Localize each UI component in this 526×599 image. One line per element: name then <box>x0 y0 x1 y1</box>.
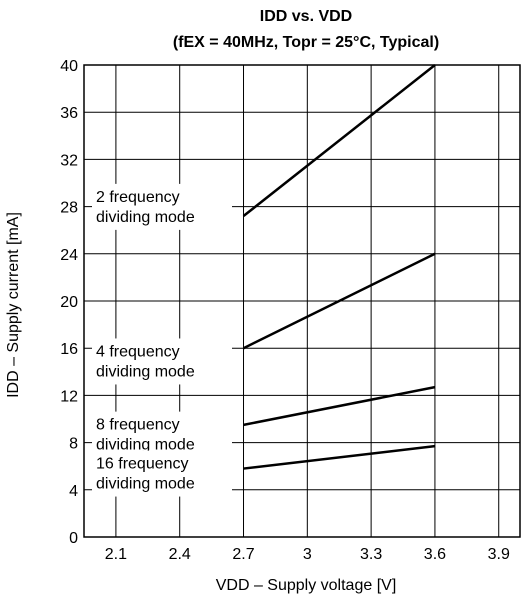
series-label-line: 4 frequency <box>96 343 180 360</box>
series-label-line: dividing mode <box>96 437 195 454</box>
series-lines <box>242 64 436 470</box>
series-label-3: 8 frequency dividing mode <box>92 411 232 458</box>
series-labels: 2 frequency dividing mode 4 frequency divid… <box>92 183 232 497</box>
x-tick-label: 2.4 <box>169 546 191 563</box>
series-label-background <box>92 183 232 230</box>
x-axis-label: VDD – Supply voltage [V] <box>216 577 397 594</box>
y-tick-label: 36 <box>60 105 78 122</box>
plot-frame <box>83 64 521 538</box>
x-tick-label: 3 <box>303 546 312 563</box>
y-tick-label: 16 <box>60 341 78 358</box>
series-label-background <box>92 450 232 497</box>
series-label-line: dividing mode <box>96 476 195 493</box>
x-tick-label: 3.3 <box>360 546 382 563</box>
y-tick-label: 0 <box>69 530 78 547</box>
y-tick-label: 24 <box>60 247 78 264</box>
series-line-1 <box>242 64 436 218</box>
series-label-line: 2 frequency <box>96 189 180 206</box>
y-tick-label: 4 <box>69 483 78 500</box>
x-tick-label: 3.6 <box>424 546 446 563</box>
series-label-line: 16 frequency <box>96 456 189 473</box>
x-tick-label: 2.1 <box>105 546 127 563</box>
y-tick-label: 40 <box>60 58 78 75</box>
y-axis-label: IDD – Supply current [mA] <box>5 212 22 398</box>
series-line-2 <box>242 252 436 350</box>
y-tick-label: 12 <box>60 388 78 405</box>
series-label-2: 4 frequency dividing mode <box>92 338 232 385</box>
series-label-line: 8 frequency <box>96 417 180 434</box>
series-label-background <box>92 411 232 458</box>
chart-subtitle: (fEX = 40MHz, Topr = 25°C, Typical) <box>173 34 439 51</box>
y-tick-label: 28 <box>60 200 78 217</box>
chart-title: IDD vs. VDD <box>260 8 352 25</box>
series-label-4: 16 frequency dividing mode <box>92 450 232 497</box>
y-tick-label: 20 <box>60 294 78 311</box>
series-label-line: dividing mode <box>96 209 195 226</box>
series-label-1: 2 frequency dividing mode <box>92 183 232 230</box>
series-line-3 <box>243 385 436 427</box>
y-tick-label: 32 <box>60 152 78 169</box>
series-label-background <box>92 338 232 385</box>
series-line-4 <box>243 444 436 470</box>
y-tick-label: 8 <box>69 436 78 453</box>
tick-labels: 2.1 2.4 2.7 3 3.3 3.6 3.9 0 4 8 12 16 20 24 28 32 36 40 <box>60 58 510 563</box>
x-tick-label: 2.7 <box>232 546 254 563</box>
x-tick-label: 3.9 <box>488 546 510 563</box>
series-label-line: dividing mode <box>96 363 195 380</box>
